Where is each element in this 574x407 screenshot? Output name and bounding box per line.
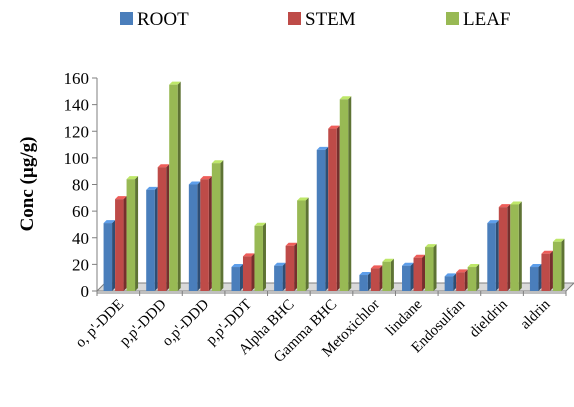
bar-leaf-6 [382,258,394,291]
bar-stem-2 [200,176,212,291]
y-tick-label-20: 20 [72,255,89,274]
bar-root-8 [444,273,457,291]
legend-swatch-leaf [446,12,459,25]
legend: ROOT STEM LEAF [120,9,511,30]
y-tick-label-120: 120 [64,122,90,141]
bar-stem-10 [541,250,553,291]
y-tick-label-0: 0 [81,282,90,301]
bar-leaf-1 [169,81,181,291]
bar-leaf-2 [211,160,224,291]
bar-root-4 [274,262,286,291]
legend-swatch-root [120,12,133,25]
bar-stem-0 [115,196,127,291]
y-tick-label-60: 60 [72,202,89,221]
bar-root-2 [188,181,201,291]
floor-edge [97,291,566,294]
bar-root-1 [146,186,158,291]
y-tick-label-80: 80 [72,176,89,195]
bar-stem-9 [498,204,511,291]
bar-stem-5 [328,125,340,292]
bar-leaf-5 [339,96,352,291]
bar-root-3 [231,264,243,291]
x-tick-label-9: dieldrin [467,296,512,341]
bar-root-10 [529,264,542,291]
bar-stem-8 [456,269,468,291]
y-axis-label: Conc (µg/g) [17,137,38,232]
y-tick-label-160: 160 [64,69,90,88]
bar-root-7 [402,262,414,291]
bar-leaf-3 [254,222,266,291]
bar-leaf-8 [467,264,480,291]
bar-root-0 [103,220,116,291]
y-tick-label-40: 40 [72,229,89,248]
legend-label-root: ROOT [137,9,189,30]
bar-stem-3 [242,253,255,291]
bar-leaf-9 [510,201,522,291]
legend-label-leaf: LEAF [463,9,511,30]
x-tick-label-10: aldrin [517,296,553,332]
bar-stem-4 [285,242,298,291]
bar-leaf-10 [552,238,565,291]
y-tick-label-100: 100 [64,149,90,168]
bar-stem-1 [157,164,170,291]
legend-swatch-stem [288,12,301,25]
bar-leaf-0 [126,176,139,291]
bar-root-6 [359,272,371,291]
x-tick-label-2: o,p'-DDD [159,296,212,349]
y-tick-label-140: 140 [64,96,90,115]
bars [103,81,565,292]
bar-stem-6 [370,265,383,291]
x-tick-label-0: o, p'-DDE [73,297,127,351]
axes: 0 20 40 60 80 100 120 140 160 [64,69,567,301]
bar-root-5 [316,146,329,291]
bar-leaf-4 [297,197,309,291]
bar-stem-7 [413,254,426,291]
bar-root-9 [487,220,499,291]
legend-label-stem: STEM [305,9,356,30]
bar-leaf-7 [425,244,437,291]
